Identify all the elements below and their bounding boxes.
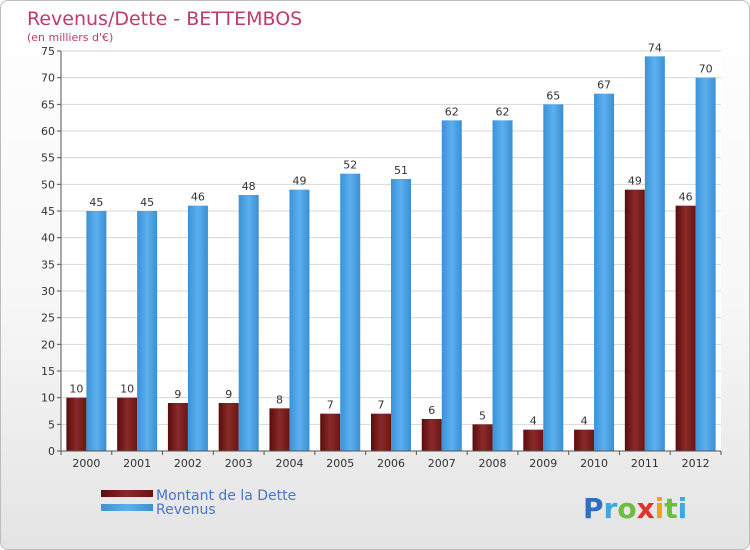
data-label: 65	[546, 89, 560, 102]
bar-revenus	[441, 120, 462, 451]
data-label: 48	[242, 180, 256, 193]
y-tick-label: 70	[41, 72, 55, 85]
bar-debt	[269, 408, 290, 451]
data-label: 46	[191, 191, 205, 204]
x-tick-label: 2005	[326, 457, 354, 470]
y-tick-label: 55	[41, 152, 55, 165]
data-label: 5	[479, 409, 486, 422]
y-tick-label: 20	[41, 338, 55, 351]
data-label: 70	[699, 63, 713, 76]
data-label: 52	[343, 159, 357, 172]
bar-revenus	[137, 211, 158, 451]
bar-debt	[371, 413, 391, 451]
x-tick-label: 2000	[72, 457, 100, 470]
data-label: 46	[679, 191, 693, 204]
bar-debt	[421, 419, 442, 451]
x-tick-label: 2006	[377, 457, 405, 470]
x-tick-label: 2009	[529, 457, 557, 470]
y-axis: 0 5 10 15 20 25 30 35 40 45 50 55 60 65 70 75	[41, 45, 62, 458]
bar-revenus	[238, 195, 259, 451]
x-tick-label: 2003	[225, 457, 253, 470]
data-label: 67	[597, 79, 611, 92]
data-label: 9	[225, 388, 232, 401]
x-tick-label: 2001	[123, 457, 151, 470]
x-tick-label: 2010	[580, 457, 608, 470]
legend-swatch-revenus	[101, 504, 153, 511]
bar-revenus	[644, 56, 665, 451]
data-label: 6	[428, 404, 435, 417]
data-label: 4	[581, 415, 588, 428]
bar-revenus	[543, 104, 564, 451]
bar-revenus	[391, 179, 411, 451]
data-label: 7	[327, 399, 334, 412]
data-label: 49	[628, 175, 642, 188]
bar-debt	[167, 403, 188, 451]
bar-revenus	[187, 205, 208, 451]
x-tick-label: 2011	[631, 457, 659, 470]
y-tick-label: 25	[41, 312, 55, 325]
x-tick-label: 2002	[174, 457, 202, 470]
bar-revenus	[86, 211, 107, 451]
data-label: 9	[174, 388, 181, 401]
bars: 10 45 10 45 9 46 9 48 8 49 7 52 7 51 6 62 5 62 4 65 4 67 49 74 4…	[66, 41, 716, 452]
legend: Montant de la Dette Revenus	[101, 488, 296, 518]
x-tick-label: 2012	[682, 457, 710, 470]
data-label: 74	[648, 41, 662, 54]
y-tick-label: 50	[41, 178, 55, 191]
data-label: 49	[292, 175, 306, 188]
y-tick-label: 10	[41, 392, 55, 405]
bar-revenus	[695, 77, 716, 452]
data-label: 62	[445, 105, 459, 118]
proxiti-logo: Proxiti	[583, 492, 687, 525]
bar-debt	[523, 429, 544, 451]
x-tick-label: 2008	[479, 457, 507, 470]
chart-subtitle: (en milliers d'€)	[27, 31, 113, 44]
bar-debt	[218, 403, 239, 451]
y-tick-label: 15	[41, 365, 55, 378]
legend-swatch-debt	[101, 490, 153, 497]
chart-title: Revenus/Dette - BETTEMBOS	[27, 8, 302, 30]
x-tick-label: 2007	[428, 457, 456, 470]
bar-debt	[675, 205, 696, 451]
data-label: 7	[378, 399, 385, 412]
data-label: 10	[120, 383, 134, 396]
bar-revenus	[340, 173, 361, 451]
bar-debt	[117, 397, 138, 451]
data-label: 45	[140, 196, 154, 209]
y-tick-label: 0	[48, 445, 55, 458]
bar-revenus	[289, 189, 310, 451]
y-tick-label: 75	[41, 45, 55, 58]
y-tick-label: 5	[48, 418, 55, 431]
bar-revenus	[492, 120, 513, 451]
y-tick-label: 40	[41, 232, 55, 245]
data-label: 8	[276, 393, 283, 406]
y-tick-label: 45	[41, 205, 55, 218]
bar-debt	[320, 413, 341, 451]
data-label: 45	[89, 196, 103, 209]
bar-debt	[624, 189, 645, 451]
bar-debt	[574, 429, 595, 451]
y-tick-label: 35	[41, 258, 55, 271]
data-label: 62	[496, 105, 510, 118]
svg-text:Proxiti: Proxiti	[583, 492, 687, 525]
y-tick-label: 30	[41, 285, 55, 298]
bar-debt	[66, 397, 87, 451]
data-label: 51	[394, 164, 408, 177]
x-axis: 2000 2001 2002 2003 2004 2005 2006 2007 2008 2009…	[60, 450, 722, 470]
legend-label-revenus: Revenus	[156, 502, 216, 518]
bar-revenus	[594, 93, 615, 452]
legend-label-debt: Montant de la Dette	[156, 488, 296, 504]
data-label: 10	[69, 383, 83, 396]
bar-debt	[472, 424, 493, 451]
data-label: 4	[530, 415, 537, 428]
y-tick-label: 65	[41, 98, 55, 111]
x-tick-label: 2004	[275, 457, 303, 470]
y-tick-label: 60	[41, 125, 55, 138]
